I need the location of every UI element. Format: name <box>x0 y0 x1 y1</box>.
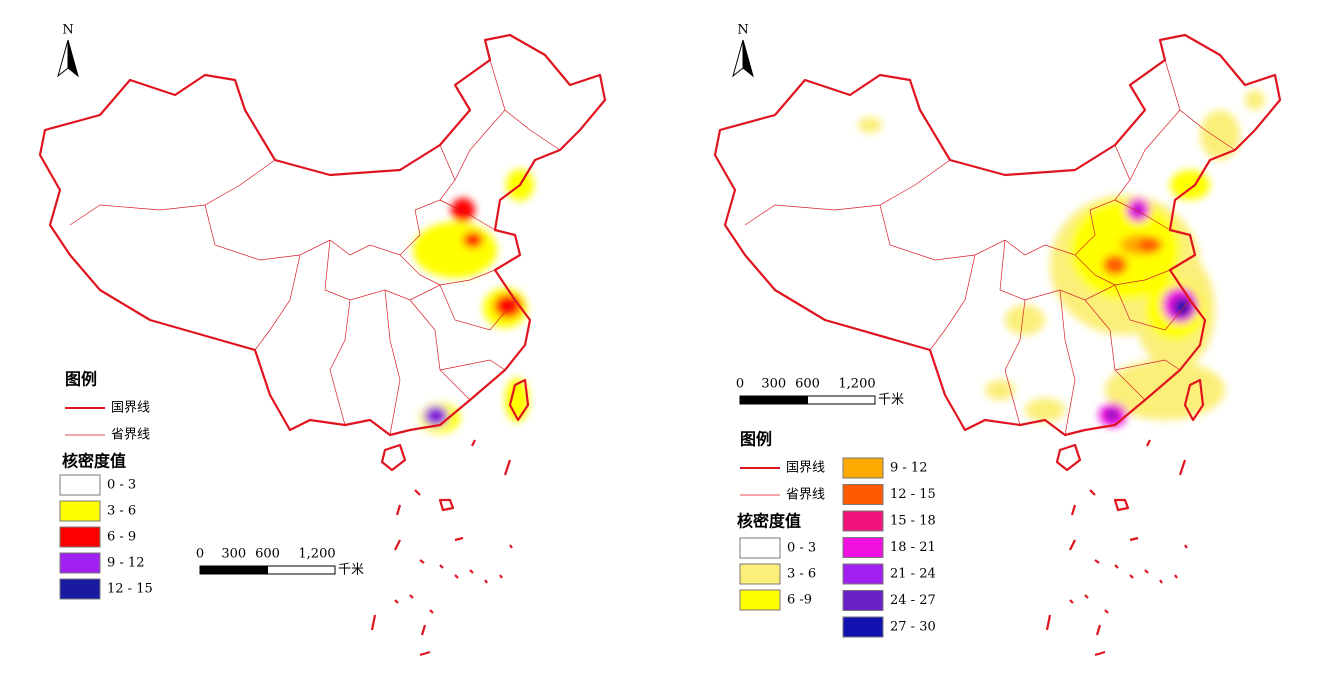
legend-label: 15 - 18 <box>890 514 936 529</box>
legend-swatch <box>739 563 781 585</box>
legend-label: 3 - 6 <box>787 567 816 582</box>
legend-swatch <box>739 537 781 559</box>
density-surface <box>858 90 1265 427</box>
north-arrow <box>57 39 69 78</box>
scale-bar <box>199 565 268 575</box>
legend-label: 6 - 9 <box>107 530 136 545</box>
legend-label: 3 - 6 <box>107 504 136 519</box>
legend-label: 0 - 3 <box>107 478 136 493</box>
legend-label: 12 - 15 <box>107 582 153 597</box>
legend-label: 国界线 <box>786 461 825 476</box>
legend-swatch <box>59 552 101 574</box>
north-label: N <box>737 23 748 38</box>
legend-label: 6 -9 <box>787 593 812 608</box>
legend-label: 21 - 24 <box>890 567 936 582</box>
legend-label: 9 - 12 <box>890 461 927 476</box>
legend-swatch <box>842 457 884 479</box>
scale-label: 600 <box>255 547 280 562</box>
scale-unit: 千米 <box>878 393 904 408</box>
legend-swatch <box>59 500 101 522</box>
legend-swatch <box>842 537 884 558</box>
legend-swatch <box>842 484 884 505</box>
legend-swatch <box>842 563 884 585</box>
scale-bar <box>739 395 808 405</box>
scale-label: 0 <box>736 377 744 392</box>
legend-swatch <box>59 526 101 548</box>
legend-label: 12 - 15 <box>890 487 936 502</box>
legend-swatch <box>59 578 101 600</box>
legend-label: 9 - 12 <box>107 556 144 571</box>
north-label: N <box>62 23 73 38</box>
north-arrow <box>742 39 754 78</box>
scale-label: 600 <box>795 377 820 392</box>
legend-title: 图例 <box>65 370 97 389</box>
north-arrow <box>732 39 744 78</box>
map-left <box>38 33 607 657</box>
north-arrow <box>67 39 79 78</box>
legend-swatch <box>842 510 884 532</box>
scale-bar <box>267 565 336 575</box>
legend-label: 24 - 27 <box>890 593 936 608</box>
scale-unit: 千米 <box>338 563 364 578</box>
legend-swatch <box>59 474 101 496</box>
scale-label: 0 <box>196 547 204 562</box>
legend-swatch <box>739 589 781 611</box>
legend-swatch <box>842 590 884 611</box>
legend-label: 省界线 <box>111 428 150 443</box>
scale-bar <box>807 395 876 405</box>
legend-label: 省界线 <box>786 488 825 503</box>
legend-label: 27 - 30 <box>890 620 936 635</box>
scale-label: 300 <box>761 377 786 392</box>
scale-label: 1,200 <box>838 377 875 392</box>
density-surface <box>413 169 534 433</box>
legend-label: 18 - 21 <box>890 540 936 555</box>
legend-label: 国界线 <box>111 401 150 416</box>
legend-title: 图例 <box>740 430 772 449</box>
legend-swatch <box>842 616 884 638</box>
legend-label: 0 - 3 <box>787 541 816 556</box>
scale-label: 1,200 <box>298 547 335 562</box>
scale-label: 300 <box>221 547 246 562</box>
legend-subtitle: 核密度值 <box>62 452 126 471</box>
map-right <box>713 33 1282 657</box>
legend-subtitle: 核密度值 <box>737 512 801 531</box>
